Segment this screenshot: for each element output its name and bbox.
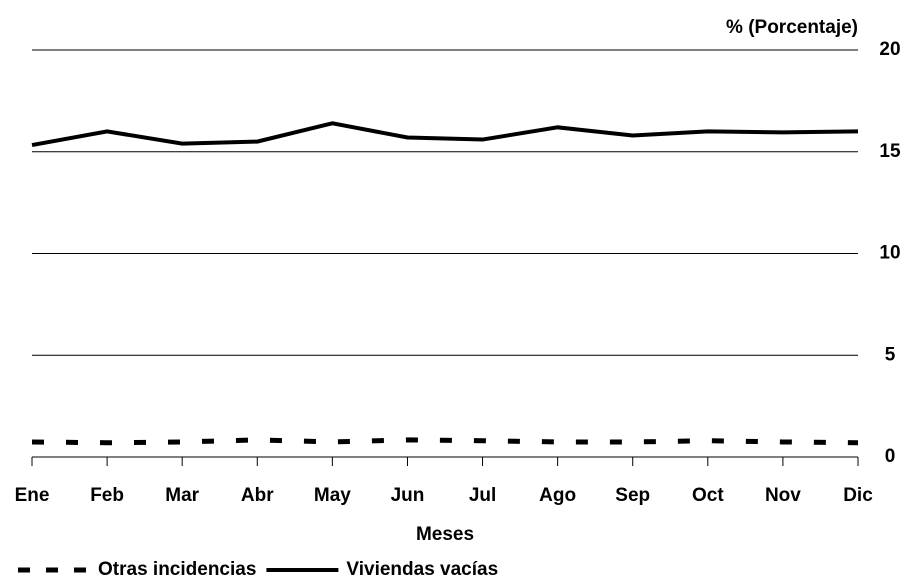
x-tick-label: Oct — [692, 485, 724, 506]
x-tick-label: Ene — [15, 485, 50, 506]
x-tick-label: Jun — [391, 485, 425, 506]
x-tick-label: Sep — [615, 485, 650, 506]
x-tick-label: Jul — [469, 485, 496, 506]
x-axis-title: Meses — [416, 524, 474, 545]
x-tick-label: Dic — [843, 485, 873, 506]
legend-label: Otras incidencias — [98, 559, 256, 580]
y-tick-label: 5 — [885, 344, 896, 365]
x-tick-label: Feb — [90, 485, 124, 506]
x-tick-label: May — [314, 485, 351, 506]
y-tick-label: 20 — [879, 39, 900, 60]
x-tick-label: Mar — [165, 485, 199, 506]
y-axis-title: % (Porcentaje) — [726, 17, 858, 38]
series-line — [31, 437, 859, 446]
x-tick-label: Ago — [539, 485, 576, 506]
x-tick-label: Abr — [241, 485, 274, 506]
x-tick-label: Nov — [765, 485, 801, 506]
y-tick-label: 0 — [885, 446, 896, 467]
series-line — [31, 121, 859, 148]
legend-label: Viviendas vacías — [346, 559, 498, 580]
y-tick-label: 15 — [879, 141, 901, 162]
y-tick-label: 10 — [879, 243, 900, 264]
